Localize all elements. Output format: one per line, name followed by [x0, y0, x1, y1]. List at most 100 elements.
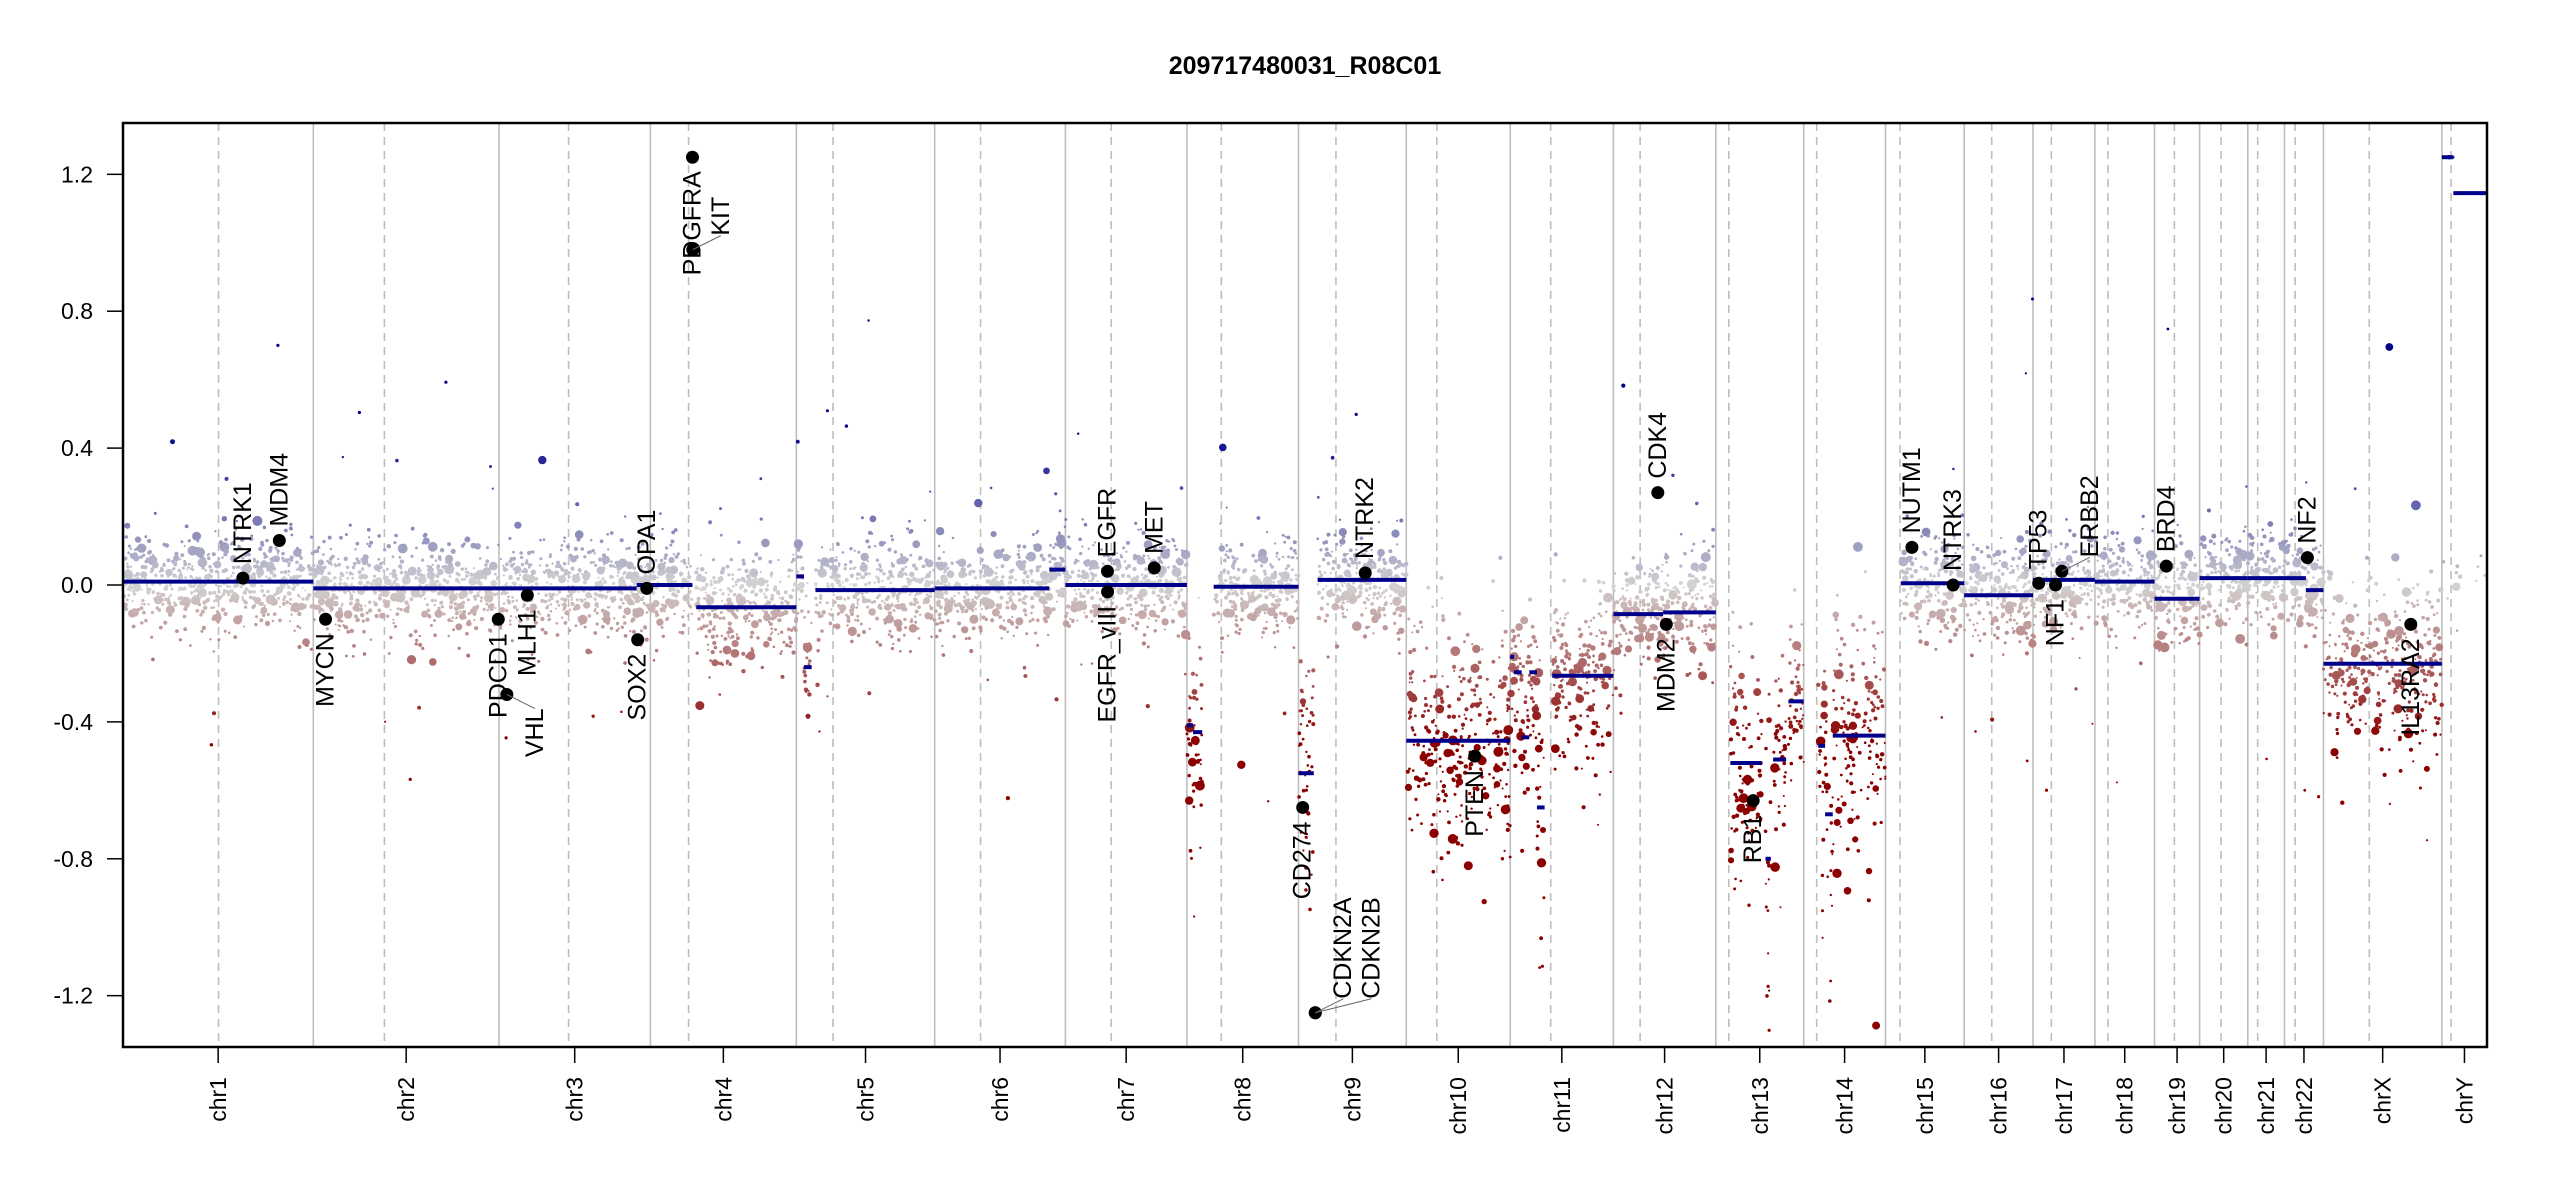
probe-point [1439, 575, 1444, 581]
probe-point [1223, 558, 1227, 563]
probe-point [334, 610, 344, 619]
probe-point [1574, 724, 1580, 729]
probe-point [1567, 657, 1572, 661]
probe-point [1008, 580, 1013, 585]
probe-point [997, 581, 1000, 585]
probe-point [1434, 688, 1444, 697]
probe-point [1507, 705, 1510, 709]
probe-point [259, 564, 264, 570]
probe-point [835, 624, 839, 627]
probe-point [1393, 621, 1397, 625]
probe-point [522, 603, 527, 607]
probe-point [599, 590, 602, 593]
probe-point [832, 600, 837, 605]
probe-point [309, 647, 313, 651]
probe-point [662, 596, 665, 599]
probe-point [1055, 589, 1059, 593]
probe-point [459, 589, 469, 599]
probe-point [1334, 587, 1339, 592]
probe-point [197, 588, 207, 598]
probe-point [231, 558, 235, 563]
probe-point [1446, 850, 1451, 855]
probe-point [702, 616, 705, 619]
probe-point [731, 640, 739, 648]
probe-point [473, 597, 477, 601]
probe-point [382, 569, 386, 572]
probe-point [1479, 767, 1483, 771]
probe-point [494, 582, 498, 585]
probe-point [1500, 644, 1505, 648]
probe-point [1766, 909, 1770, 912]
probe-point [1409, 676, 1413, 680]
probe-point [655, 613, 659, 617]
probe-point [1229, 580, 1234, 585]
probe-point [1398, 585, 1401, 588]
probe-point [1659, 595, 1664, 600]
probe-point [1153, 603, 1156, 607]
probe-point [513, 605, 517, 609]
probe-point [197, 583, 204, 590]
probe-point [534, 582, 539, 586]
probe-point [757, 618, 761, 622]
probe-point [1265, 560, 1268, 563]
probe-point [217, 590, 221, 594]
probe-point [298, 595, 301, 599]
probe-point [768, 617, 772, 621]
probe-point [1499, 779, 1502, 782]
probe-point [1146, 625, 1149, 629]
probe-point [620, 591, 624, 595]
probe-point [489, 607, 494, 611]
probe-point [1324, 547, 1329, 552]
probe-point [599, 579, 602, 583]
probe-point [1703, 628, 1708, 633]
probe-point [1783, 781, 1786, 784]
probe-point [594, 563, 598, 568]
probe-point [1258, 593, 1263, 598]
probe-point [771, 631, 774, 634]
probe-point [1879, 757, 1883, 762]
probe-point [903, 607, 908, 612]
probe-point [1817, 769, 1822, 775]
probe-point [1481, 648, 1484, 651]
probe-point [1712, 592, 1716, 597]
probe-point [803, 679, 807, 684]
probe-point [1350, 560, 1355, 565]
probe-point [1457, 611, 1462, 616]
probe-point [262, 593, 266, 598]
probe-point [659, 512, 662, 515]
probe-point [1611, 619, 1617, 624]
probe-point [953, 594, 956, 597]
probe-point [1777, 738, 1781, 743]
probe-point [719, 569, 725, 575]
probe-point [1054, 543, 1058, 547]
probe-point [1779, 726, 1784, 731]
probe-point [1263, 572, 1267, 576]
probe-point [1689, 623, 1694, 628]
probe-point [254, 622, 258, 627]
probe-point [1002, 619, 1005, 622]
probe-point [1517, 688, 1520, 691]
probe-point [603, 580, 607, 584]
probe-point [770, 597, 774, 601]
probe-point [1700, 596, 1704, 600]
probe-point [816, 611, 821, 616]
probe-point [1542, 756, 1545, 759]
probe-point [887, 611, 893, 616]
probe-point [594, 598, 597, 601]
probe-point [175, 561, 178, 564]
probe-point [888, 574, 893, 578]
probe-point [266, 612, 270, 617]
probe-point [1070, 570, 1075, 574]
probe-point [1170, 619, 1176, 624]
probe-point [1645, 594, 1649, 597]
probe-point [1780, 653, 1785, 658]
probe-point [442, 612, 446, 616]
probe-point [1265, 603, 1268, 606]
probe-point [217, 557, 221, 561]
probe-point [763, 610, 769, 615]
probe-point [1284, 588, 1292, 595]
probe-point [166, 599, 170, 603]
probe-point [1493, 786, 1496, 789]
probe-point [1474, 683, 1479, 688]
probe-point [1182, 575, 1187, 580]
